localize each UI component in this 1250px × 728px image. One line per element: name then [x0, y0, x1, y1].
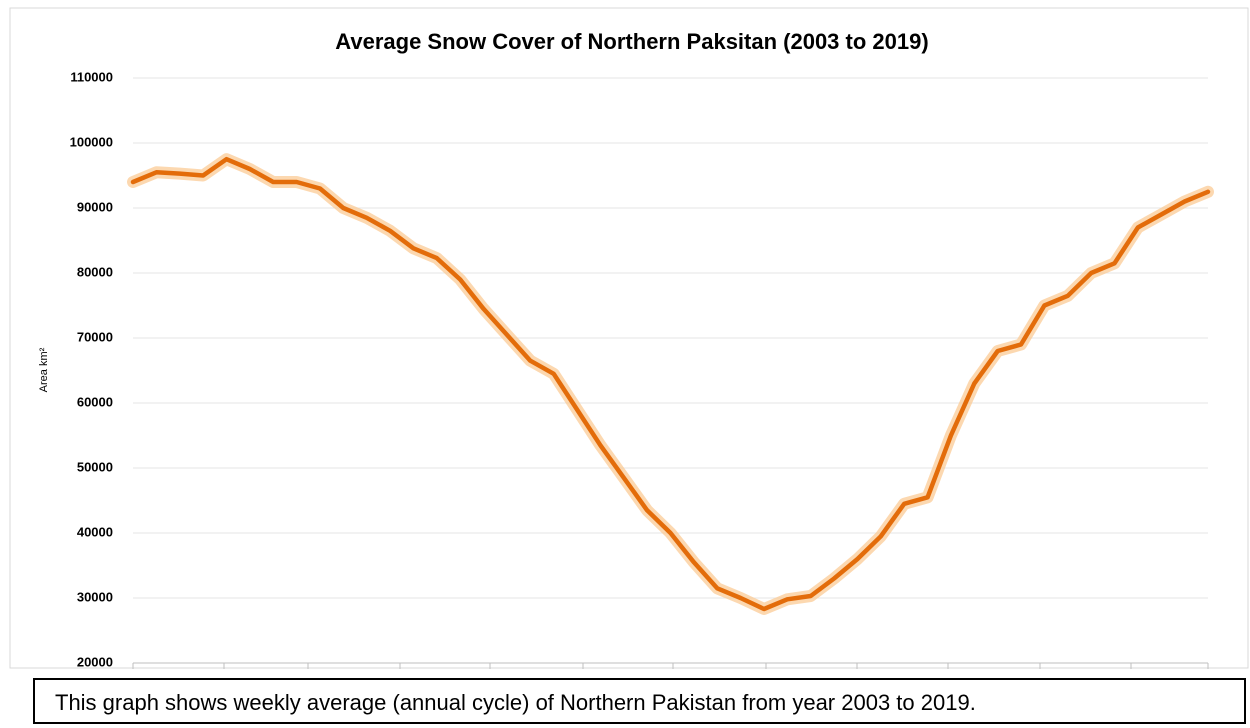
y-tick-label: 50000	[77, 459, 113, 474]
y-tick-label: 110000	[70, 69, 113, 84]
glow-line	[127, 153, 1214, 615]
y-tick-label: 80000	[77, 264, 113, 279]
y-tick-label: 70000	[77, 329, 113, 344]
y-tick-label: 90000	[77, 199, 113, 214]
y-tick-label: 30000	[77, 589, 113, 604]
y-axis-label: Area km²	[38, 347, 50, 392]
y-tick-label: 40000	[77, 524, 113, 539]
y-tick-label: 100000	[70, 134, 113, 149]
chart-frame	[9, 7, 1249, 669]
line	[130, 156, 1211, 612]
y-tick-label: 20000	[77, 654, 113, 669]
chart-title: Average Snow Cover of Northern Paksitan …	[335, 29, 928, 54]
y-tick-label: 60000	[77, 394, 113, 409]
caption: This graph shows weekly average (annual …	[33, 678, 1246, 724]
